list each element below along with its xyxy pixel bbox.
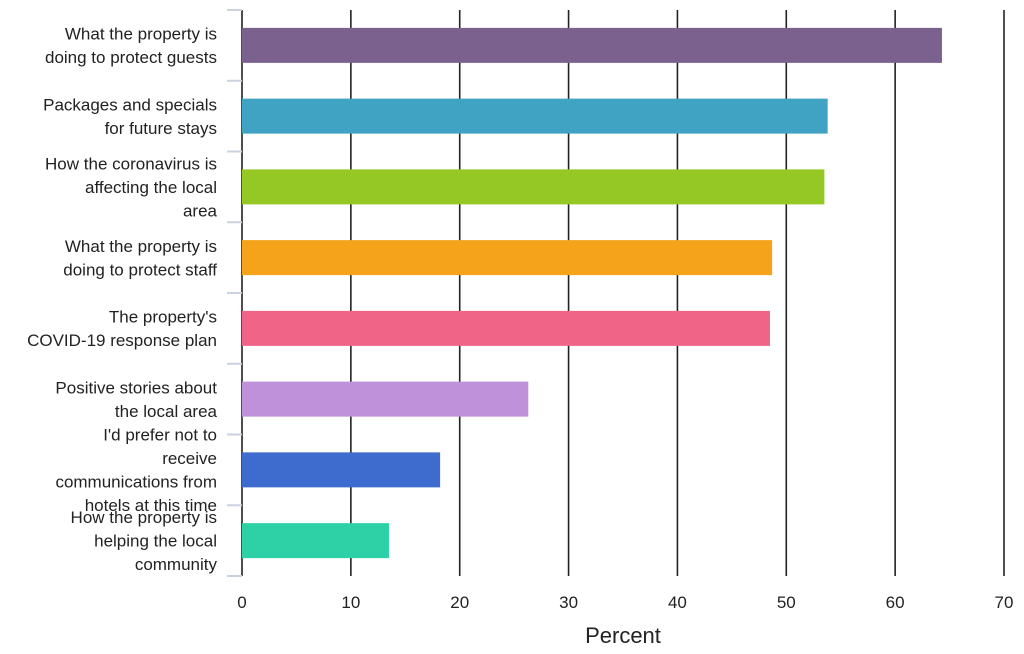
bars [242, 27, 942, 559]
bar-0 [242, 27, 942, 63]
category-label-3-line-1: doing to protect staff [63, 260, 217, 279]
category-label-6-line-2: communications from [55, 473, 217, 492]
category-labels: What the property is doing to protect gue… [27, 25, 217, 575]
category-label-4-line-1: COVID-19 response plan [27, 331, 217, 350]
category-label-6-line-3: hotels at this time [85, 496, 217, 515]
category-label-1-line-1: for future stays [105, 119, 217, 138]
x-axis-title: Percent [585, 623, 661, 648]
x-tick-labels: 0 10 20 30 40 50 60 70 [237, 593, 1013, 612]
category-label-1-line-0: Packages and specials [43, 95, 217, 114]
category-label-3-line-0: What the property is [65, 237, 217, 256]
bar-5 [242, 381, 529, 417]
x-tick-label-0: 0 [237, 593, 246, 612]
category-label-6-line-1: receive [162, 449, 217, 468]
category-label-2-line-0: How the coronavirus is [45, 154, 217, 173]
x-tick-label-30: 30 [559, 593, 578, 612]
category-label-2-line-1: affecting the local [85, 178, 217, 197]
y-tick-marks [227, 9, 242, 577]
bar-6 [242, 452, 441, 488]
bar-2 [242, 169, 825, 205]
category-label-6-line-0: I'd prefer not to [103, 426, 217, 445]
x-tick-label-70: 70 [995, 593, 1014, 612]
bar-7 [242, 523, 389, 559]
x-tick-label-10: 10 [341, 593, 360, 612]
category-label-4-line-0: The property's [109, 308, 217, 327]
bar-4 [242, 310, 770, 346]
category-label-5-line-0: Positive stories about [55, 378, 217, 397]
bar-3 [242, 240, 773, 276]
category-label-7-line-0: How the property is [71, 508, 217, 527]
category-label-0-line-1: doing to protect guests [45, 48, 217, 67]
x-tick-label-60: 60 [886, 593, 905, 612]
category-label-7-line-1: helping the local [94, 532, 217, 551]
category-label-5-line-1: the local area [115, 402, 218, 421]
category-label-2-line-2: area [183, 201, 218, 220]
x-tick-label-40: 40 [668, 593, 687, 612]
x-tick-label-20: 20 [450, 593, 469, 612]
bar-1 [242, 98, 828, 134]
x-tick-label-50: 50 [777, 593, 796, 612]
category-label-0-line-0: What the property is [65, 25, 217, 44]
category-label-7-line-2: community [135, 555, 218, 574]
grid-lines [241, 10, 1005, 576]
